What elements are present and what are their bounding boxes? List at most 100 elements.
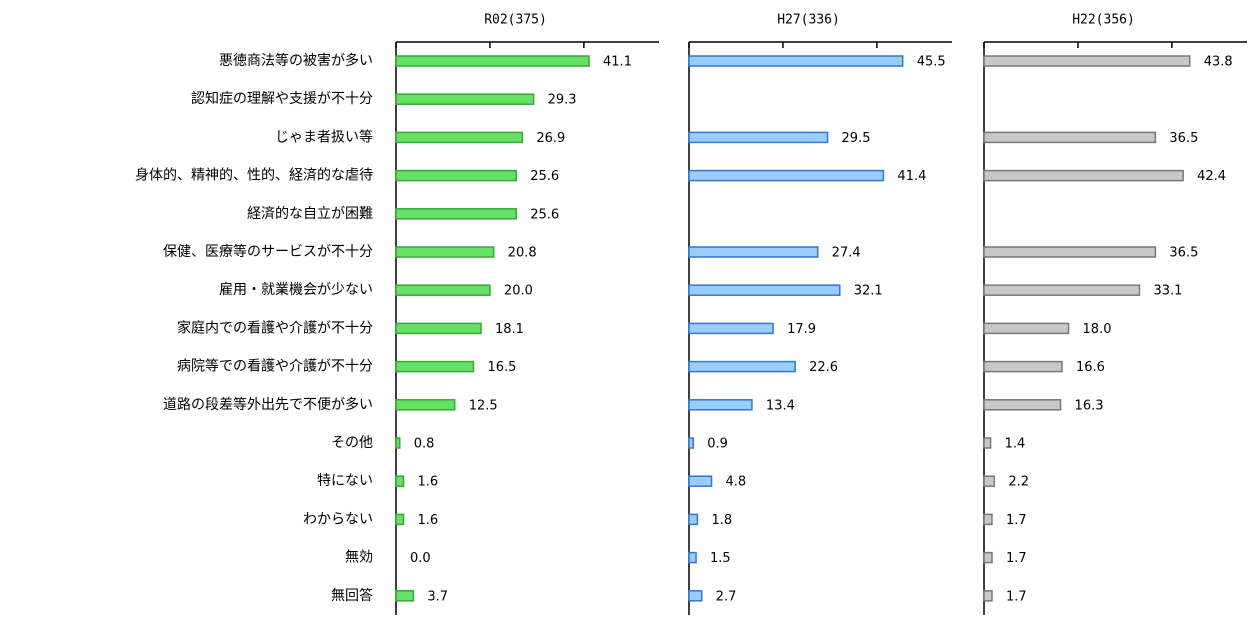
bar — [983, 360, 1063, 373]
value-label: 1.7 — [1006, 513, 1027, 528]
bar — [688, 513, 699, 526]
bar — [688, 399, 753, 411]
bar — [983, 475, 996, 487]
value-label: 3.7 — [427, 589, 448, 604]
bar — [395, 437, 401, 449]
value-label: 25.6 — [530, 169, 559, 184]
panel-title: H22(356) — [1072, 13, 1135, 28]
value-label: 1.8 — [711, 513, 732, 528]
bar — [983, 437, 992, 449]
bar — [983, 399, 1062, 411]
value-label: 17.9 — [787, 322, 816, 337]
bar — [395, 360, 475, 373]
value-label: 1.6 — [418, 513, 439, 528]
bar — [395, 322, 482, 335]
value-label: 41.4 — [897, 169, 926, 184]
value-label: 0.0 — [410, 551, 431, 566]
category-label: 認知症の理解や支援が不十分 — [191, 90, 373, 107]
value-label: 36.5 — [1169, 131, 1198, 146]
bar — [395, 131, 524, 144]
value-label: 20.8 — [508, 246, 537, 261]
value-label: 1.7 — [1006, 551, 1027, 566]
value-label: 29.3 — [548, 93, 577, 108]
category-label: 保健、医療等のサービスが不十分 — [163, 243, 373, 260]
category-label: 無効 — [345, 550, 373, 566]
bar — [395, 513, 405, 526]
value-label: 4.8 — [726, 475, 747, 490]
category-label: 悪徳商法等の被害が多い — [219, 52, 373, 69]
value-label: 26.9 — [536, 131, 565, 146]
bar — [395, 475, 405, 487]
value-label: 33.1 — [1153, 284, 1182, 299]
bar — [395, 93, 535, 105]
value-label: 1.5 — [710, 551, 731, 566]
bar — [395, 590, 415, 602]
bar — [688, 551, 697, 564]
bar — [983, 169, 1184, 182]
value-label: 16.5 — [487, 360, 516, 375]
value-label: 45.5 — [917, 55, 946, 70]
bar — [395, 246, 495, 258]
value-label: 0.9 — [707, 437, 728, 452]
panel-title: R02(375) — [484, 13, 547, 28]
bar — [983, 590, 993, 602]
category-label: 身体的、精神的、性的、経済的な虐待 — [135, 168, 373, 184]
bar — [395, 284, 491, 296]
bar — [688, 437, 694, 449]
value-label: 2.2 — [1008, 475, 1029, 490]
bar — [983, 513, 993, 526]
value-label: 16.3 — [1075, 398, 1104, 413]
bar — [688, 246, 819, 258]
bar — [688, 360, 796, 373]
category-label: その他 — [331, 435, 373, 451]
category-label: 道路の段差等外出先で不便が多い — [163, 396, 373, 413]
bar — [983, 322, 1070, 335]
value-label: 41.1 — [603, 55, 632, 70]
value-label: 43.8 — [1204, 55, 1233, 70]
value-label: 29.5 — [842, 131, 871, 146]
bar — [688, 169, 885, 182]
bar — [688, 322, 774, 335]
category-label: 経済的な自立が困難 — [247, 206, 373, 222]
value-label: 12.5 — [469, 398, 498, 413]
value-label: 0.8 — [414, 437, 435, 452]
bar — [395, 55, 590, 67]
bar — [983, 284, 1141, 296]
category-label: 雇用・就業機会が少ない — [219, 281, 373, 298]
value-label: 22.6 — [809, 360, 838, 375]
category-label: わからない — [303, 511, 373, 527]
category-label: 特にない — [317, 473, 373, 489]
value-label: 20.0 — [504, 284, 533, 299]
value-label: 36.5 — [1169, 246, 1198, 261]
category-label: 病院等での看護や介護が不十分 — [177, 358, 373, 375]
bar — [688, 284, 841, 296]
bar — [688, 131, 829, 144]
value-label: 1.7 — [1006, 589, 1027, 604]
bar — [983, 246, 1157, 258]
bar — [395, 169, 517, 182]
bar — [688, 55, 904, 67]
value-label: 16.6 — [1076, 360, 1105, 375]
value-label: 32.1 — [854, 284, 883, 299]
bar — [395, 399, 456, 411]
category-label: 家庭内での看護や介護が不十分 — [177, 319, 373, 336]
value-label: 13.4 — [766, 398, 795, 413]
value-label: 1.4 — [1005, 437, 1026, 452]
bar — [983, 131, 1157, 144]
bar — [688, 590, 703, 602]
value-label: 18.0 — [1083, 322, 1112, 337]
bar — [395, 208, 517, 220]
value-label: 1.6 — [418, 475, 439, 490]
bar — [688, 475, 713, 487]
bar — [983, 55, 1191, 67]
value-label: 27.4 — [832, 246, 861, 261]
value-label: 25.6 — [530, 207, 559, 222]
value-label: 18.1 — [495, 322, 524, 337]
category-label: 無回答 — [331, 587, 373, 604]
category-label: じゃま者扱い等 — [275, 128, 373, 145]
value-label: 2.7 — [716, 589, 737, 604]
bar — [983, 551, 993, 564]
value-label: 42.4 — [1197, 169, 1226, 184]
panel-title: H27(336) — [777, 13, 840, 28]
